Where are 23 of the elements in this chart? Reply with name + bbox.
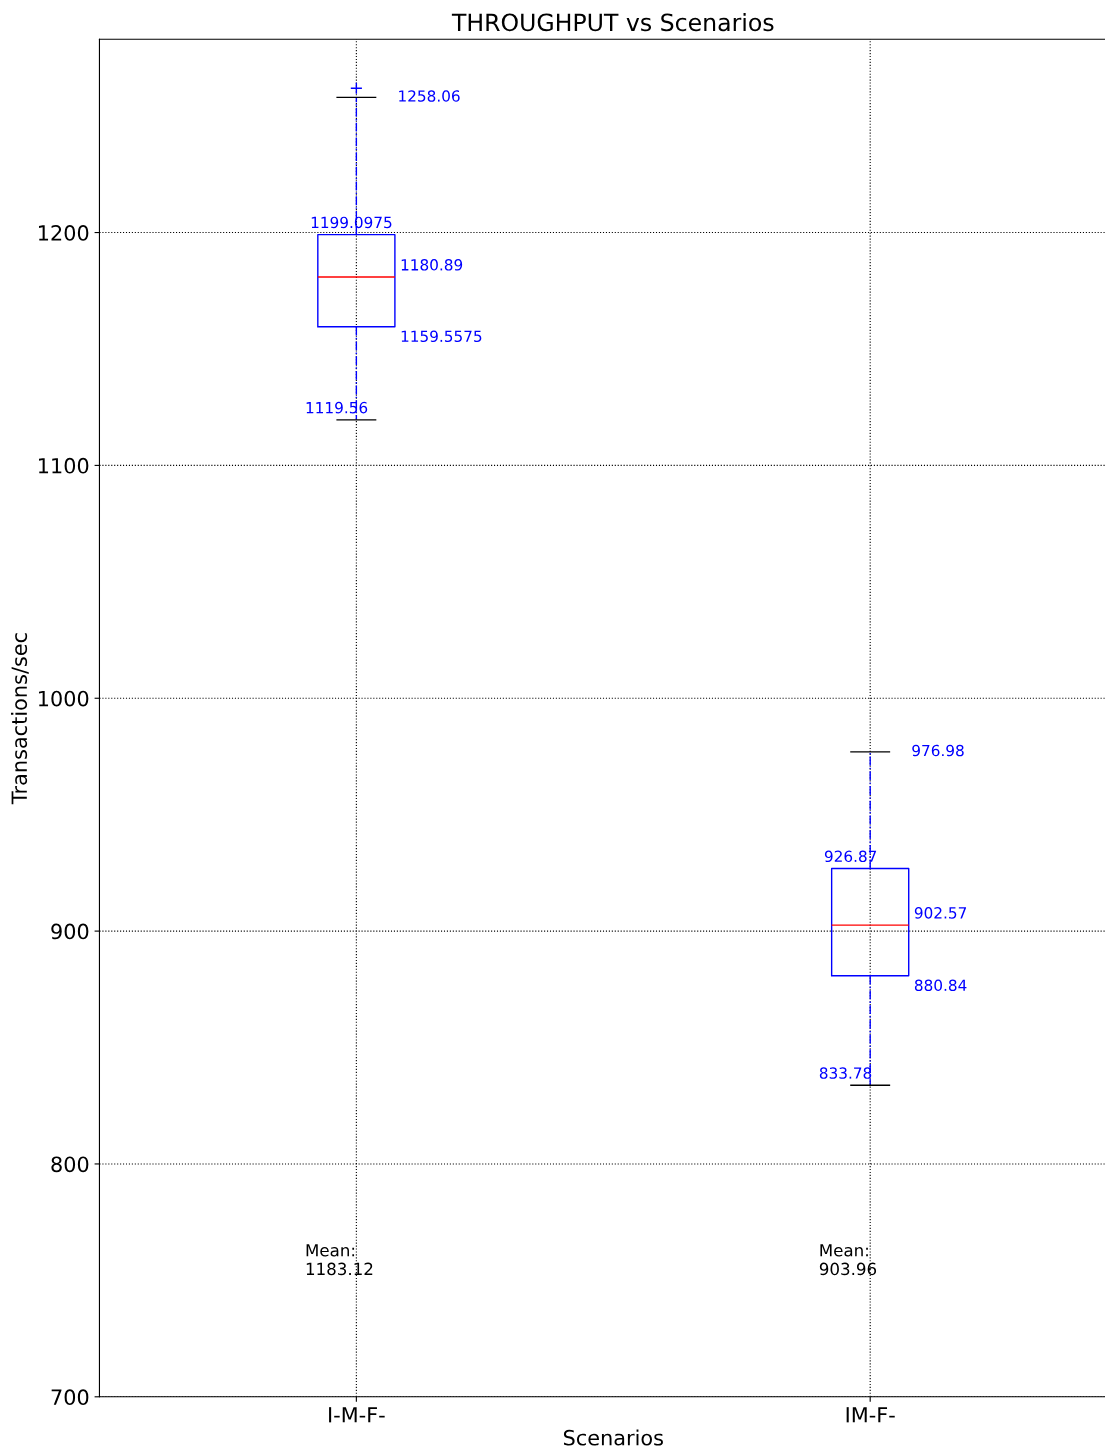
x-axis-title: Scenarios: [563, 1429, 663, 1446]
y-axis-title: Transactions/sec: [10, 633, 29, 805]
y-tick-label: 900: [51, 923, 89, 940]
annotation: 1180.89: [401, 259, 463, 271]
annotation: 833.78: [819, 1067, 872, 1079]
y-tick-label: 800: [51, 1156, 89, 1173]
y-tick-label: 700: [51, 1389, 89, 1406]
annotation: 1258.06: [399, 90, 460, 102]
annotation: 1119.56: [306, 401, 368, 414]
x-tick-label: I-M-F-: [329, 1407, 385, 1423]
annotation: Mean: 1183.12: [306, 1244, 373, 1276]
annotation: 976.98: [912, 744, 964, 757]
chart-title: THROUGHPUT vs Scenarios: [451, 13, 774, 32]
annotation: 880.84: [914, 979, 967, 992]
annotation: 926.87: [824, 850, 877, 863]
annotation: Mean: 903.96: [819, 1244, 877, 1276]
x-tick-label: IM-F-: [846, 1407, 895, 1423]
y-tick-label: 1100: [39, 457, 89, 474]
annotation: 1199.0975: [311, 216, 392, 229]
annotation: 902.57: [914, 907, 967, 919]
y-tick-label: 1000: [39, 690, 89, 707]
y-tick-label: 1200: [39, 225, 89, 241]
annotation: 1159.5575: [401, 330, 482, 343]
